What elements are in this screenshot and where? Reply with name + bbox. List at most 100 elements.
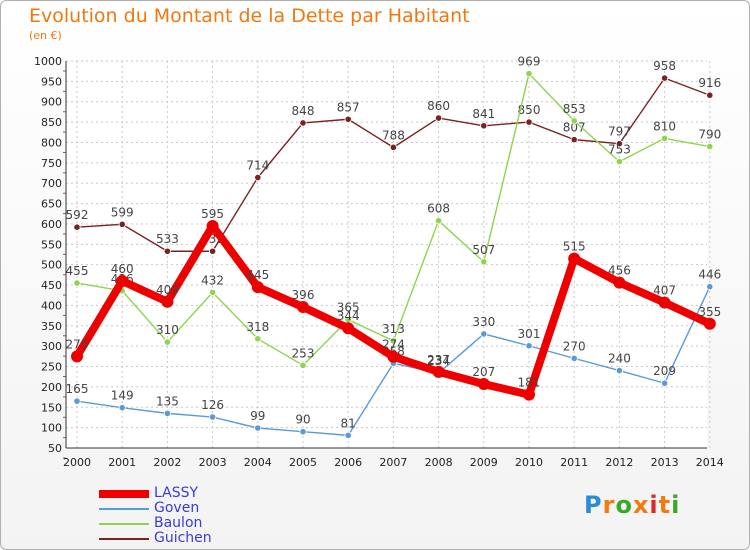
data-label-guichen: 850	[518, 103, 541, 117]
x-tick-label: 2001	[108, 456, 136, 469]
data-label-goven: 240	[608, 352, 631, 366]
legend-swatch	[99, 523, 149, 525]
data-point-lassy	[342, 322, 355, 335]
data-point-lassy	[71, 350, 83, 363]
legend-label: LASSY	[154, 485, 199, 501]
data-label-lassy: 409	[156, 283, 179, 297]
data-point-goven	[344, 431, 352, 439]
data-point-lassy	[297, 301, 309, 314]
data-label-guichen: 958	[653, 59, 676, 73]
x-tick-label: 2003	[199, 456, 227, 469]
x-tick-label: 2009	[470, 456, 498, 469]
data-label-lassy: 456	[608, 264, 631, 278]
x-tick-label: 2011	[560, 456, 588, 469]
data-label-baulon: 310	[156, 323, 179, 337]
data-point-guichen	[434, 114, 443, 122]
legend-swatch	[99, 508, 149, 510]
legend-label: Baulon	[154, 515, 203, 531]
chart-subtitle: (en €)	[29, 29, 62, 42]
data-label-guichen: 788	[382, 128, 405, 142]
data-point-baulon	[209, 288, 217, 296]
data-label-lassy: 396	[292, 288, 315, 302]
data-point-lassy	[206, 219, 219, 232]
data-point-baulon	[570, 117, 578, 125]
data-point-lassy	[477, 378, 490, 391]
y-tick-label: 100	[41, 422, 62, 435]
x-tick-label: 2000	[63, 456, 91, 469]
data-point-goven	[118, 404, 126, 412]
data-label-lassy: 445	[246, 268, 269, 282]
data-point-guichen	[254, 173, 262, 182]
data-point-lassy	[432, 365, 445, 378]
data-point-guichen	[570, 136, 578, 144]
data-label-goven: 135	[156, 394, 179, 408]
data-point-baulon	[73, 279, 81, 287]
data-point-guichen	[525, 118, 533, 126]
data-label-lassy: 344	[337, 309, 360, 323]
data-point-baulon	[706, 142, 714, 151]
legend-label: Goven	[154, 500, 200, 516]
y-tick-label: 950	[41, 75, 62, 88]
logo-letter: P	[584, 491, 603, 519]
data-point-lassy	[613, 276, 626, 289]
data-point-guichen	[209, 247, 217, 255]
data-label-baulon: 507	[472, 243, 495, 257]
y-tick-label: 500	[41, 259, 62, 272]
data-point-goven	[209, 413, 217, 421]
data-label-goven: 90	[295, 413, 310, 427]
data-label-baulon: 853	[563, 102, 586, 116]
data-label-goven: 234	[427, 354, 450, 368]
y-tick-label: 450	[41, 279, 62, 292]
data-label-goven: 446	[698, 268, 721, 282]
data-label-baulon: 365	[337, 301, 360, 315]
y-tick-label: 250	[41, 361, 62, 374]
data-label-baulon: 253	[292, 346, 315, 360]
y-tick-label: 750	[41, 157, 62, 170]
data-label-goven: 149	[111, 389, 134, 403]
data-label-baulon: 313	[382, 322, 405, 336]
data-point-goven	[163, 409, 171, 417]
logo-letter: i	[671, 491, 681, 519]
data-label-lassy: 407	[653, 284, 676, 298]
data-label-goven: 165	[66, 382, 89, 396]
data-point-baulon	[163, 338, 171, 346]
data-point-lassy	[161, 295, 174, 308]
data-point-goven	[254, 424, 262, 432]
data-label-goven: 81	[341, 416, 356, 430]
data-label-goven: 270	[563, 339, 586, 353]
data-point-goven	[570, 354, 578, 362]
proxiti-logo: Proxiti	[584, 491, 680, 519]
data-point-lassy	[116, 274, 129, 287]
data-label-lassy: 515	[563, 240, 586, 254]
data-point-guichen	[163, 247, 171, 255]
data-point-baulon	[434, 217, 443, 225]
data-label-baulon: 455	[66, 264, 89, 278]
y-tick-label: 600	[41, 218, 62, 231]
x-tick-label: 2005	[289, 456, 317, 469]
logo-letter: o	[615, 491, 633, 519]
y-tick-label: 400	[41, 299, 62, 312]
legend-swatch	[99, 538, 149, 540]
x-tick-label: 2002	[153, 456, 181, 469]
data-point-guichen	[389, 143, 397, 151]
data-point-goven	[660, 379, 669, 387]
data-point-guichen	[660, 74, 669, 82]
y-tick-label: 550	[41, 238, 62, 251]
x-tick-label: 2007	[379, 456, 407, 469]
data-point-lassy	[568, 252, 581, 265]
data-point-baulon	[254, 335, 262, 343]
data-label-lassy: 460	[111, 262, 134, 276]
data-label-lassy: 355	[698, 305, 721, 319]
data-label-guichen: 848	[292, 104, 315, 118]
data-point-baulon	[299, 361, 307, 369]
y-tick-label: 1000	[34, 55, 62, 68]
data-label-baulon: 969	[518, 55, 541, 69]
y-tick-label: 350	[41, 320, 62, 333]
data-label-guichen: 714	[246, 159, 269, 173]
legend-swatch	[99, 490, 149, 498]
y-tick-label: 300	[41, 340, 62, 353]
data-label-baulon: 790	[698, 128, 721, 142]
data-point-goven	[73, 397, 81, 405]
legend-label: Guichen	[154, 530, 212, 546]
